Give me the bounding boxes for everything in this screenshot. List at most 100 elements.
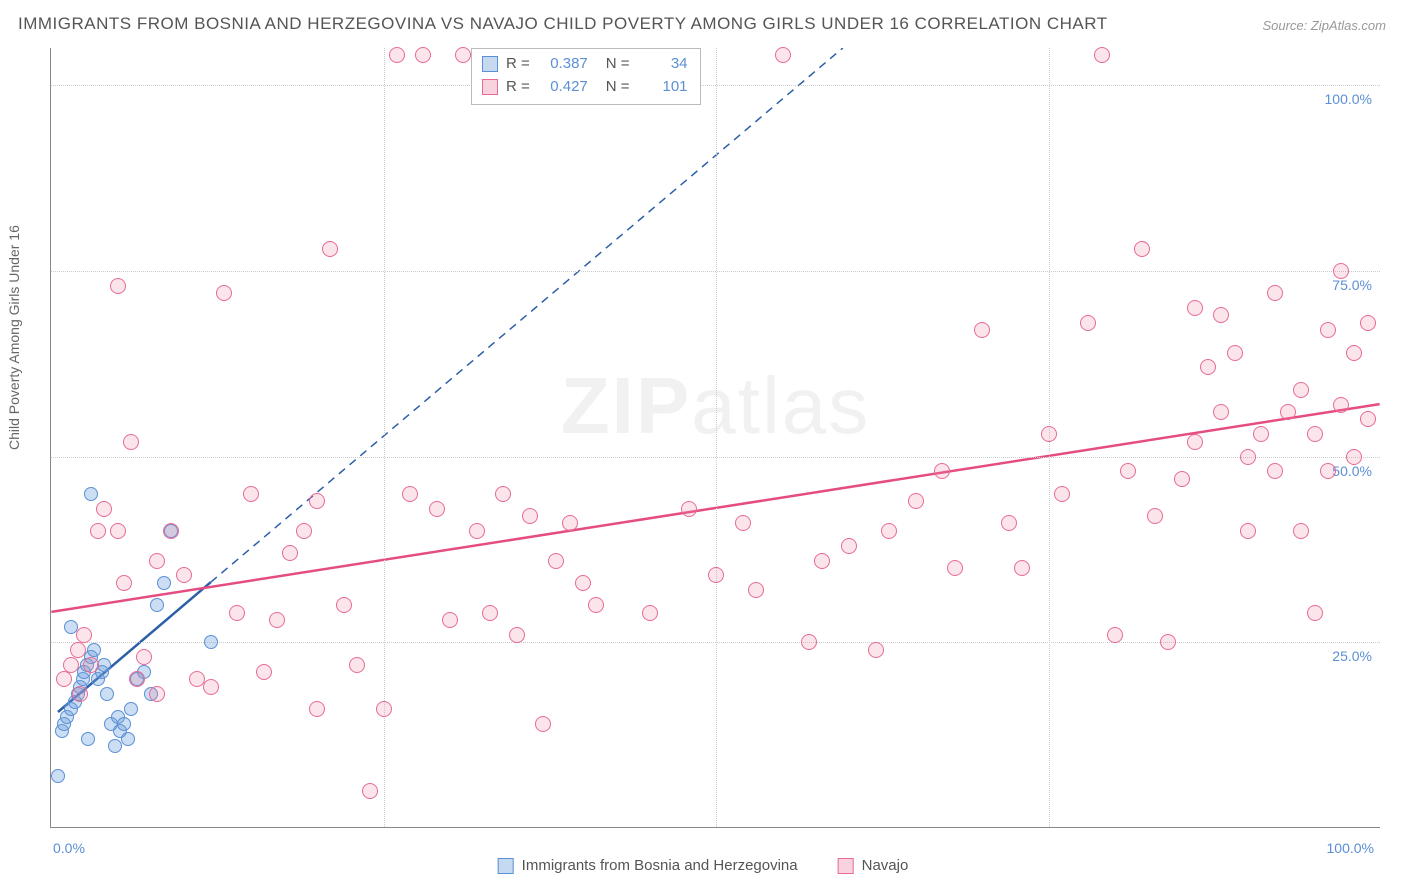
swatch-blue	[482, 56, 498, 72]
scatter-point	[1267, 463, 1283, 479]
scatter-point	[84, 487, 98, 501]
scatter-point	[1187, 434, 1203, 450]
scatter-point	[455, 47, 471, 63]
scatter-point	[469, 523, 485, 539]
scatter-point	[149, 553, 165, 569]
stat-n-label: N =	[606, 76, 630, 99]
x-tick-label: 100.0%	[1327, 840, 1374, 856]
scatter-point	[110, 278, 126, 294]
scatter-point	[229, 605, 245, 621]
scatter-point	[121, 732, 135, 746]
scatter-point	[1014, 560, 1030, 576]
stat-r-label: R =	[506, 53, 530, 76]
scatter-point	[116, 575, 132, 591]
scatter-point	[72, 686, 88, 702]
scatter-point	[136, 649, 152, 665]
scatter-point	[81, 732, 95, 746]
bottom-legend: Immigrants from Bosnia and Herzegovina N…	[498, 857, 909, 874]
stat-r-pink: 0.427	[538, 76, 588, 99]
scatter-point	[1333, 397, 1349, 413]
scatter-point	[415, 47, 431, 63]
scatter-point	[562, 515, 578, 531]
scatter-point	[1360, 315, 1376, 331]
scatter-point	[1307, 426, 1323, 442]
scatter-point	[974, 322, 990, 338]
source-name: ZipAtlas.com	[1311, 18, 1386, 33]
scatter-point	[575, 575, 591, 591]
stats-row-pink: R = 0.427 N = 101	[482, 76, 688, 99]
scatter-point	[243, 486, 259, 502]
watermark-bold: ZIP	[561, 361, 691, 450]
scatter-point	[124, 702, 138, 716]
source-attribution: Source: ZipAtlas.com	[1262, 18, 1386, 33]
legend-label-blue: Immigrants from Bosnia and Herzegovina	[522, 857, 798, 874]
scatter-point	[1333, 263, 1349, 279]
scatter-point	[70, 642, 86, 658]
scatter-point	[83, 657, 99, 673]
scatter-point	[642, 605, 658, 621]
scatter-point	[362, 783, 378, 799]
scatter-point	[108, 739, 122, 753]
swatch-pink	[838, 858, 854, 874]
stat-r-blue: 0.387	[538, 53, 588, 76]
scatter-point	[1227, 345, 1243, 361]
y-axis-label: Child Poverty Among Girls Under 16	[6, 225, 22, 450]
scatter-point	[1160, 634, 1176, 650]
scatter-point	[868, 642, 884, 658]
scatter-point	[1107, 627, 1123, 643]
scatter-point	[1080, 315, 1096, 331]
scatter-point	[389, 47, 405, 63]
scatter-point	[216, 285, 232, 301]
scatter-point	[1253, 426, 1269, 442]
scatter-point	[87, 643, 101, 657]
scatter-point	[149, 686, 165, 702]
scatter-point	[402, 486, 418, 502]
watermark-rest: atlas	[691, 361, 870, 450]
y-tick-label: 75.0%	[1332, 277, 1372, 293]
scatter-point	[163, 523, 179, 539]
scatter-point	[204, 635, 218, 649]
scatter-point	[1293, 382, 1309, 398]
scatter-point	[336, 597, 352, 613]
scatter-point	[1120, 463, 1136, 479]
scatter-point	[129, 671, 145, 687]
stat-n-blue: 34	[638, 53, 688, 76]
scatter-point	[309, 701, 325, 717]
scatter-point	[588, 597, 604, 613]
scatter-point	[256, 664, 272, 680]
chart-title: IMMIGRANTS FROM BOSNIA AND HERZEGOVINA V…	[18, 14, 1108, 34]
scatter-point	[1307, 605, 1323, 621]
plot-area: ZIPatlas R = 0.387 N = 34 R = 0.427 N = …	[50, 48, 1380, 828]
x-tick-label: 0.0%	[53, 840, 85, 856]
scatter-point	[100, 687, 114, 701]
scatter-point	[1094, 47, 1110, 63]
scatter-point	[775, 47, 791, 63]
scatter-point	[442, 612, 458, 628]
scatter-point	[269, 612, 285, 628]
scatter-point	[522, 508, 538, 524]
scatter-point	[117, 717, 131, 731]
scatter-point	[482, 605, 498, 621]
stat-n-label: N =	[606, 53, 630, 76]
scatter-point	[1293, 523, 1309, 539]
trend-line-dashed	[211, 48, 843, 582]
scatter-point	[97, 658, 111, 672]
scatter-point	[814, 553, 830, 569]
scatter-point	[376, 701, 392, 717]
scatter-point	[309, 493, 325, 509]
scatter-point	[735, 515, 751, 531]
scatter-point	[841, 538, 857, 554]
scatter-point	[1280, 404, 1296, 420]
legend-label-pink: Navajo	[862, 857, 909, 874]
legend-item-blue: Immigrants from Bosnia and Herzegovina	[498, 857, 798, 874]
scatter-point	[157, 576, 171, 590]
scatter-point	[96, 501, 112, 517]
scatter-point	[63, 657, 79, 673]
legend-item-pink: Navajo	[838, 857, 909, 874]
scatter-point	[1134, 241, 1150, 257]
scatter-point	[1041, 426, 1057, 442]
y-tick-label: 25.0%	[1332, 648, 1372, 664]
scatter-point	[947, 560, 963, 576]
y-tick-label: 100.0%	[1325, 91, 1372, 107]
stat-n-pink: 101	[638, 76, 688, 99]
